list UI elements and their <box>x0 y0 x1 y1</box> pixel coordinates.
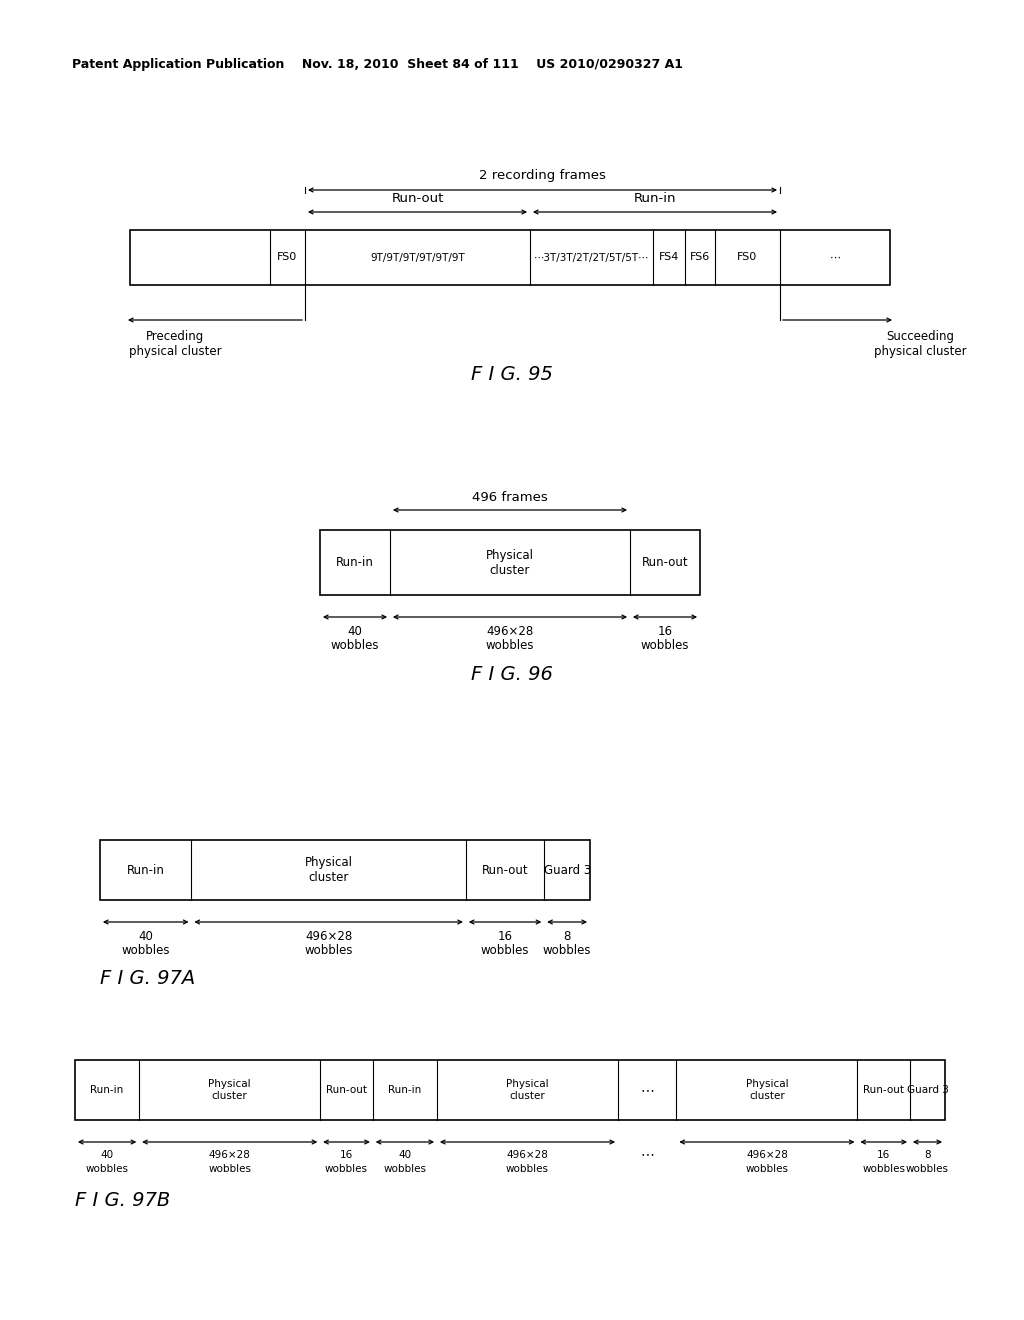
Text: 496×28: 496×28 <box>305 931 352 942</box>
Text: wobbles: wobbles <box>325 1164 368 1173</box>
Text: 496×28: 496×28 <box>507 1150 549 1160</box>
Text: 40: 40 <box>100 1150 114 1160</box>
Bar <box>100 840 590 900</box>
Text: 16: 16 <box>657 624 673 638</box>
Text: Run-out: Run-out <box>391 191 443 205</box>
Text: Run-out: Run-out <box>642 556 688 569</box>
Text: 496×28: 496×28 <box>209 1150 251 1160</box>
Text: 40: 40 <box>138 931 154 942</box>
Text: Run-in: Run-in <box>336 556 374 569</box>
Text: Physical
cluster: Physical cluster <box>506 1080 549 1101</box>
Text: 8: 8 <box>925 1150 931 1160</box>
Text: wobbles: wobbles <box>543 944 592 957</box>
Text: Physical
cluster: Physical cluster <box>209 1080 251 1101</box>
Text: ⋯3T/3T/2T/2T/5T/5T⋯: ⋯3T/3T/2T/2T/5T/5T⋯ <box>534 252 649 263</box>
Text: F I G. 97A: F I G. 97A <box>100 969 196 987</box>
Text: wobbles: wobbles <box>331 639 379 652</box>
Text: ⋯: ⋯ <box>640 1082 654 1097</box>
Text: Physical
cluster: Physical cluster <box>305 855 352 884</box>
Text: 9T/9T/9T/9T/9T/9T: 9T/9T/9T/9T/9T/9T <box>370 252 465 263</box>
Text: Run-out: Run-out <box>326 1085 367 1096</box>
Bar <box>75 1060 945 1119</box>
Text: Run-out: Run-out <box>863 1085 904 1096</box>
Text: Succeeding
physical cluster: Succeeding physical cluster <box>873 330 967 358</box>
Text: FS6: FS6 <box>690 252 710 263</box>
Bar <box>130 230 890 285</box>
Text: wobbles: wobbles <box>862 1164 905 1173</box>
Text: wobbles: wobbles <box>481 944 529 957</box>
Text: Guard 3: Guard 3 <box>544 863 591 876</box>
Text: Patent Application Publication    Nov. 18, 2010  Sheet 84 of 111    US 2010/0290: Patent Application Publication Nov. 18, … <box>72 58 683 71</box>
Text: wobbles: wobbles <box>485 639 535 652</box>
Text: 496 frames: 496 frames <box>472 491 548 504</box>
Text: ⋯: ⋯ <box>829 252 841 263</box>
Text: 2 recording frames: 2 recording frames <box>479 169 606 182</box>
Text: wobbles: wobbles <box>506 1164 549 1173</box>
Text: 16: 16 <box>498 931 513 942</box>
Text: Run-out: Run-out <box>481 863 528 876</box>
Text: wobbles: wobbles <box>208 1164 251 1173</box>
Text: Run-in: Run-in <box>388 1085 422 1096</box>
Text: Physical
cluster: Physical cluster <box>745 1080 788 1101</box>
Text: wobbles: wobbles <box>745 1164 788 1173</box>
Text: wobbles: wobbles <box>906 1164 949 1173</box>
Text: 16: 16 <box>878 1150 890 1160</box>
Text: FS4: FS4 <box>658 252 679 263</box>
Text: 16: 16 <box>340 1150 353 1160</box>
Text: Preceding
physical cluster: Preceding physical cluster <box>129 330 221 358</box>
Text: ⋯: ⋯ <box>640 1147 654 1162</box>
Text: FS0: FS0 <box>737 252 758 263</box>
Text: wobbles: wobbles <box>86 1164 129 1173</box>
Text: wobbles: wobbles <box>122 944 170 957</box>
Text: wobbles: wobbles <box>304 944 353 957</box>
Text: 40: 40 <box>398 1150 412 1160</box>
Text: Guard 3: Guard 3 <box>906 1085 948 1096</box>
Text: 496×28: 496×28 <box>745 1150 787 1160</box>
Text: 40: 40 <box>347 624 362 638</box>
Text: F I G. 97B: F I G. 97B <box>75 1191 170 1209</box>
Text: 8: 8 <box>563 931 570 942</box>
Text: wobbles: wobbles <box>383 1164 426 1173</box>
Text: F I G. 96: F I G. 96 <box>471 665 553 685</box>
Text: Run-in: Run-in <box>127 863 165 876</box>
Text: FS0: FS0 <box>278 252 298 263</box>
Bar <box>319 531 700 595</box>
Text: Physical
cluster: Physical cluster <box>486 549 534 577</box>
Text: wobbles: wobbles <box>641 639 689 652</box>
Text: F I G. 95: F I G. 95 <box>471 366 553 384</box>
Text: Run-in: Run-in <box>90 1085 124 1096</box>
Text: Run-in: Run-in <box>634 191 676 205</box>
Text: 496×28: 496×28 <box>486 624 534 638</box>
